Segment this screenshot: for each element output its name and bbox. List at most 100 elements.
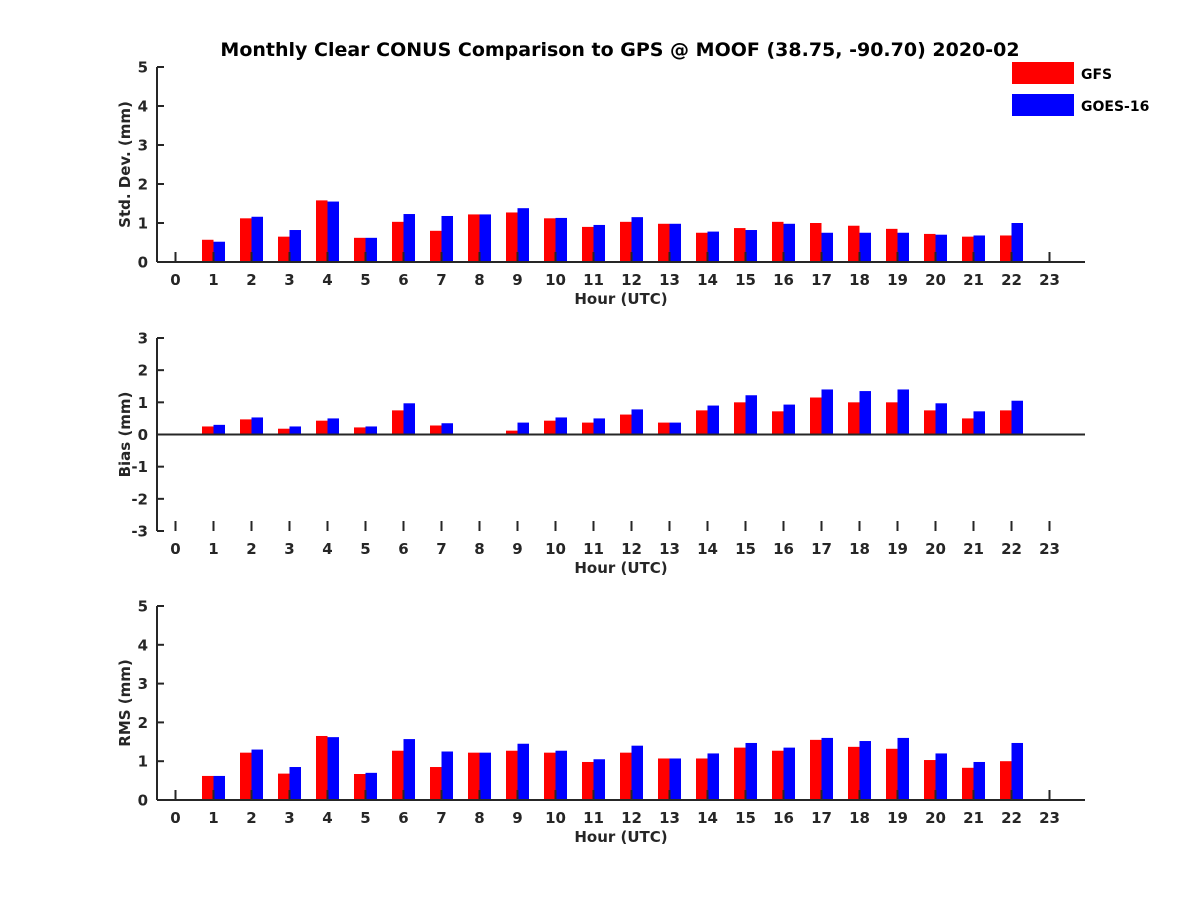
x-tick-label: 16	[773, 540, 794, 558]
bar-goes-16-h12	[631, 217, 643, 262]
bar-goes-16-h1	[213, 424, 225, 435]
bar-goes-16-h18	[859, 741, 871, 800]
bar-goes-16-h16	[783, 747, 795, 800]
x-tick-label: 1	[208, 540, 218, 558]
bar-goes-16-h8	[479, 214, 491, 262]
bar-goes-16-h6	[403, 403, 415, 435]
y-tick-label: 2	[138, 176, 148, 194]
bar-goes-16-h13	[669, 758, 681, 800]
bar-gfs-h19	[886, 402, 898, 435]
x-tick-label: 18	[849, 809, 870, 827]
bar-gfs-h6	[392, 221, 404, 262]
legend-swatch-1	[1012, 94, 1074, 116]
y-tick-label: 2	[138, 362, 148, 380]
bar-gfs-h8	[468, 214, 480, 262]
bar-gfs-h18	[848, 402, 860, 435]
x-tick-label: 19	[887, 809, 908, 827]
bar-goes-16-h17	[821, 737, 833, 800]
bar-goes-16-h2	[251, 417, 263, 435]
bar-goes-16-h1	[213, 241, 225, 262]
bar-goes-16-h7	[441, 423, 453, 435]
bar-gfs-h20	[924, 233, 936, 262]
bar-gfs-h4	[316, 420, 328, 435]
bar-gfs-h3	[278, 236, 290, 262]
x-tick-label: 1	[208, 271, 218, 289]
bar-gfs-h7	[430, 767, 442, 800]
x-tick-label: 7	[436, 271, 446, 289]
bar-gfs-h19	[886, 228, 898, 262]
y-tick-label: 0	[138, 792, 148, 810]
bar-gfs-h5	[354, 237, 366, 262]
bar-goes-16-h10	[555, 750, 567, 800]
y-tick-label: 0	[138, 426, 148, 444]
bar-goes-16-h15	[745, 742, 757, 800]
x-tick-label: 7	[436, 809, 446, 827]
bar-gfs-h20	[924, 760, 936, 800]
x-tick-label: 4	[322, 271, 332, 289]
y-tick-label: 4	[138, 98, 148, 116]
bar-gfs-h11	[582, 226, 594, 262]
x-tick-label: 12	[621, 809, 642, 827]
x-tick-label: 14	[697, 271, 718, 289]
legend: GFS GOES-16	[1012, 62, 1149, 116]
bar-goes-16-h15	[745, 395, 757, 435]
bar-goes-16-h10	[555, 417, 567, 435]
x-tick-label: 5	[360, 271, 370, 289]
bar-goes-16-h20	[935, 234, 947, 262]
bar-gfs-h12	[620, 752, 632, 800]
bar-gfs-h4	[316, 200, 328, 262]
bar-goes-16-h21	[973, 411, 985, 435]
bar-gfs-h15	[734, 228, 746, 262]
x-tick-label: 5	[360, 809, 370, 827]
x-tick-label: 21	[963, 540, 984, 558]
chart-title: Monthly Clear CONUS Comparison to GPS @ …	[220, 39, 1019, 61]
bar-gfs-h3	[278, 428, 290, 435]
x-tick-label: 13	[659, 271, 680, 289]
x-tick-label: 17	[811, 271, 832, 289]
y-axis-label: Bias (mm)	[116, 392, 134, 478]
bar-gfs-h18	[848, 225, 860, 262]
bar-gfs-h22	[1000, 761, 1012, 800]
x-tick-label: 20	[925, 809, 946, 827]
bar-gfs-h16	[772, 411, 784, 435]
bar-goes-16-h3	[289, 767, 301, 800]
y-tick-label: 3	[138, 137, 148, 155]
x-tick-label: 11	[583, 271, 604, 289]
bar-gfs-h4	[316, 735, 328, 800]
bar-gfs-h2	[240, 218, 252, 262]
x-tick-label: 8	[474, 271, 484, 289]
bar-gfs-h1	[202, 775, 214, 800]
x-tick-label: 5	[360, 540, 370, 558]
bar-goes-16-h16	[783, 404, 795, 435]
bar-gfs-h7	[430, 230, 442, 262]
bar-gfs-h16	[772, 221, 784, 262]
x-tick-label: 4	[322, 540, 332, 558]
bar-goes-16-h19	[897, 737, 909, 800]
x-tick-label: 22	[1001, 540, 1022, 558]
x-tick-label: 9	[512, 271, 522, 289]
bar-goes-16-h14	[707, 405, 719, 435]
x-tick-label: 10	[545, 540, 566, 558]
bar-goes-16-h21	[973, 235, 985, 262]
bar-gfs-h17	[810, 223, 822, 262]
x-tick-label: 22	[1001, 809, 1022, 827]
x-tick-label: 11	[583, 540, 604, 558]
y-axis-label: RMS (mm)	[116, 659, 134, 746]
x-tick-label: 0	[170, 271, 180, 289]
bar-gfs-h5	[354, 427, 366, 435]
bar-gfs-h1	[202, 426, 214, 435]
bar-goes-16-h15	[745, 230, 757, 262]
bar-gfs-h9	[506, 750, 518, 800]
bar-gfs-h15	[734, 402, 746, 435]
x-tick-label: 0	[170, 540, 180, 558]
x-tick-label: 10	[545, 809, 566, 827]
y-axis-label: Std. Dev. (mm)	[116, 101, 134, 228]
bar-goes-16-h12	[631, 409, 643, 435]
bar-gfs-h2	[240, 752, 252, 800]
bar-goes-16-h9	[517, 208, 529, 262]
x-tick-label: 6	[398, 271, 408, 289]
bar-goes-16-h17	[821, 389, 833, 435]
